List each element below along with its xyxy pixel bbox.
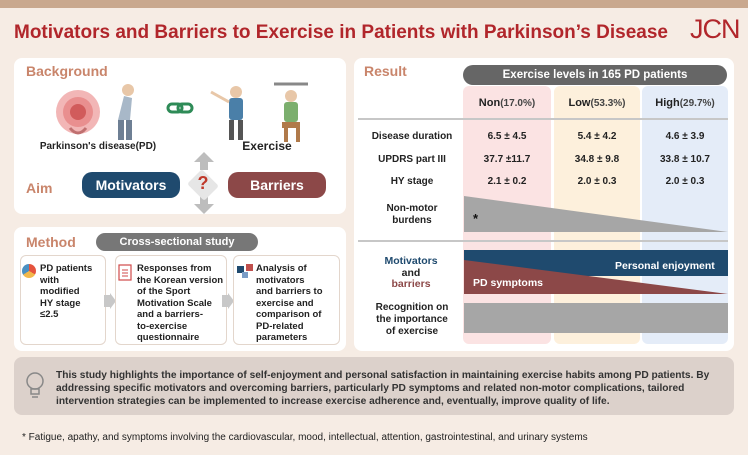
- lightbulb-icon: [26, 372, 44, 398]
- journal-logo: JCN: [690, 14, 740, 44]
- method-step-2: [115, 255, 227, 345]
- exercise-label: Exercise: [242, 139, 292, 153]
- group-header-low: Low(53.3%): [568, 97, 626, 109]
- method-step-3-text: Analysis of motivators and barriers to exer…: [256, 263, 323, 343]
- row-label-updrs: UPDRS part III: [378, 154, 446, 165]
- arrow-right-icon: [104, 293, 116, 309]
- analysis-icon: [237, 264, 253, 278]
- motivators-barriers-wedges: [464, 250, 728, 294]
- exercise-levels-banner: Exercise levels in 165 PD patients: [463, 65, 727, 85]
- result-header: Result: [364, 63, 407, 79]
- personal-enjoyment-label: Personal enjoyment: [615, 260, 715, 272]
- cell-updrs-non: 37.7 ±11.7: [483, 154, 531, 165]
- aim-header: Aim: [26, 180, 53, 196]
- cell-duration-non: 6.5 ± 4.5: [487, 131, 527, 142]
- barrier-wedge: [464, 260, 728, 294]
- arrow-right-icon: [222, 293, 234, 309]
- method-step-1-text: PD patients with modified HY stage ≤2.5: [40, 263, 93, 320]
- method-header: Method: [26, 234, 76, 250]
- divider: [358, 118, 728, 120]
- brain-icon: [56, 90, 100, 135]
- row-label-nonmotor: Non-motor burdens: [386, 203, 438, 226]
- arrow-up-icon: [194, 152, 214, 170]
- method-step-2-text: Responses from the Korean version of the S…: [137, 263, 224, 343]
- top-accent-bar: [0, 0, 748, 8]
- clipboard-icon: [118, 264, 132, 281]
- pd-symptoms-label: PD symptoms: [473, 277, 544, 289]
- row-label-recognition: Recognition on the importance of exercise: [375, 302, 449, 337]
- cell-updrs-high: 33.8 ± 10.7: [660, 154, 710, 165]
- group-header-high: High(29.7%): [655, 97, 715, 109]
- cell-hy-non: 2.1 ± 0.2: [487, 176, 527, 187]
- motivators-pill: Motivators: [82, 172, 180, 198]
- study-design-pill: Cross-sectional study: [96, 233, 258, 251]
- nonmotor-wedge: [464, 196, 728, 232]
- barriers-pill: Barriers: [228, 172, 326, 198]
- page-title: Motivators and Barriers to Exercise in P…: [14, 22, 668, 43]
- chain-link-icon: [166, 102, 194, 114]
- row-label-disease-duration: Disease duration: [371, 131, 453, 142]
- question-mark: ?: [197, 173, 209, 193]
- aim-arrows: [194, 152, 214, 214]
- pie-chart-icon: [22, 264, 36, 278]
- cell-duration-low: 5.4 ± 4.2: [577, 131, 617, 142]
- weightlifting-figure-icon: [274, 82, 308, 142]
- background-illustrations: [56, 82, 308, 142]
- recognition-bar: [464, 303, 728, 333]
- column-bg-high: [642, 86, 728, 344]
- conclusion-text: This study highlights the importance of …: [56, 370, 710, 407]
- footnote: * Fatigue, apathy, and symptoms involvin…: [22, 432, 588, 443]
- background-header: Background: [26, 63, 108, 79]
- motivators-barriers-label: Motivators and barriers: [384, 255, 438, 290]
- patient-figure-icon: [118, 84, 134, 140]
- nonmotor-asterisk: *: [473, 211, 479, 226]
- cell-duration-high: 4.6 ± 3.9: [665, 131, 705, 142]
- divider: [358, 240, 728, 242]
- arrow-down-icon: [194, 196, 214, 214]
- cell-hy-high: 2.0 ± 0.3: [665, 176, 705, 187]
- pd-label: Parkinson's disease(PD): [39, 141, 157, 152]
- cell-hy-low: 2.0 ± 0.3: [577, 176, 617, 187]
- exercising-figure-icon: [210, 86, 243, 140]
- cell-updrs-low: 34.8 ± 9.8: [574, 154, 620, 165]
- group-header-non: Non(17.0%): [478, 97, 536, 109]
- conclusion-box: [14, 357, 734, 415]
- row-label-hy-stage: HY stage: [390, 176, 434, 187]
